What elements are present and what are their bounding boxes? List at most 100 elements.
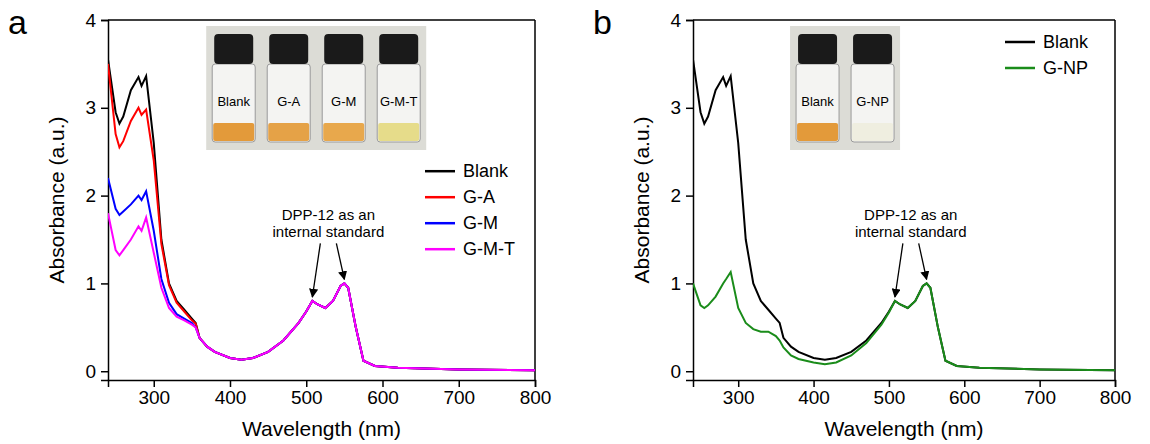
y-tick-label: 2 — [670, 185, 681, 206]
y-tick: 1 — [85, 273, 108, 294]
x-tick: 700 — [1024, 380, 1056, 408]
x-axis-line — [109, 381, 536, 388]
x-axis: 300400500600700800 — [109, 380, 552, 408]
vial-liquid — [213, 123, 254, 141]
vial-cap — [379, 34, 418, 64]
legend-label: Blank — [1043, 32, 1089, 52]
x-tick-label: 500 — [291, 387, 323, 408]
vial-label: Blank — [217, 94, 250, 109]
x-tick-mark — [382, 380, 384, 387]
x-tick-mark — [459, 380, 461, 387]
vial-glass — [267, 64, 310, 142]
legend-swatch — [1005, 67, 1035, 70]
y-tick: 1 — [670, 273, 693, 294]
x-tick-label: 600 — [949, 387, 981, 408]
panel: 30040050060070080001234Wavelength (nm)Ab… — [8, 3, 551, 440]
y-axis-line — [686, 21, 694, 381]
y-tick: 0 — [670, 361, 693, 382]
y-tick-label: 0 — [670, 361, 681, 382]
x-tick-mark — [535, 380, 537, 387]
legend-label: G-A — [463, 187, 495, 207]
y-tick-mark — [101, 283, 108, 285]
y-axis-title: Absorbance (a.u.) — [45, 117, 68, 284]
annotation-arrow — [312, 243, 320, 297]
vial-label: G-M — [331, 94, 356, 109]
x-tick: 800 — [1100, 380, 1132, 408]
x-tick-mark — [1115, 380, 1117, 387]
legend-label: Blank — [463, 161, 509, 181]
y-tick: 3 — [670, 97, 693, 118]
vial-glass — [851, 64, 894, 142]
y-tick-label: 4 — [670, 10, 681, 31]
y-tick-mark — [101, 195, 108, 197]
vial-label: Blank — [801, 94, 834, 109]
y-tick: 4 — [85, 10, 108, 31]
y-tick: 4 — [670, 10, 693, 31]
y-tick-mark — [686, 108, 693, 110]
y-axis: 01234 — [85, 10, 108, 382]
spectrum-line — [108, 178, 535, 370]
x-tick-label: 300 — [723, 387, 755, 408]
x-tick-mark — [154, 380, 156, 387]
y-tick-label: 4 — [85, 10, 96, 31]
legend-swatch — [425, 170, 455, 173]
x-tick: 800 — [520, 380, 552, 408]
x-tick-mark — [964, 380, 966, 387]
y-tick-label: 3 — [670, 97, 681, 118]
vial-label: G-A — [277, 94, 300, 109]
frame-right — [1114, 20, 1116, 380]
panel-label: b — [593, 3, 612, 41]
legend: BlankG-NP — [1005, 32, 1089, 78]
annotation-text: DPP-12 as an — [864, 206, 957, 223]
x-axis-title: Wavelength (nm) — [242, 417, 401, 440]
vial-liquid — [378, 123, 419, 141]
x-axis: 300 400 500 600 700 800 — [694, 380, 1132, 408]
y-tick-mark — [686, 20, 693, 22]
annotation-arrow — [336, 243, 344, 279]
x-tick-mark — [1039, 380, 1041, 387]
x-tick: 500 — [874, 380, 906, 408]
x-tick: 600 — [949, 380, 981, 408]
y-axis: 0 1 2 3 4 — [670, 10, 693, 382]
x-tick-label: 300 — [138, 387, 170, 408]
vial-glass — [322, 64, 365, 142]
inset-background — [206, 26, 426, 150]
frame-top — [693, 19, 1115, 21]
y-tick: 2 — [85, 185, 108, 206]
plot-area — [693, 60, 1115, 371]
x-tick-mark — [813, 380, 815, 387]
vial-glass — [212, 64, 255, 142]
annotation-arrow — [919, 243, 927, 279]
x-tick-mark — [306, 380, 308, 387]
spectrum-line — [693, 272, 1115, 370]
annotation-arrow — [895, 243, 903, 297]
y-tick-mark — [686, 283, 693, 285]
vial-glass — [377, 64, 420, 142]
legend-label: G-M-T — [463, 239, 515, 259]
y-tick: 2 — [670, 185, 693, 206]
x-tick: 400 — [215, 380, 247, 408]
x-tick-label: 400 — [215, 387, 247, 408]
annotation-text: internal standard — [855, 223, 967, 240]
x-tick-label: 600 — [367, 387, 399, 408]
frame-top — [108, 19, 535, 21]
x-tick-label: 800 — [520, 387, 552, 408]
y-tick-label: 1 — [85, 273, 96, 294]
vial-label: G-NP — [856, 94, 889, 109]
spectrum-line — [693, 60, 1115, 371]
x-tick-label: 400 — [798, 387, 830, 408]
vial-liquid — [797, 123, 838, 141]
vial-cap — [269, 34, 308, 64]
x-tick-label: 500 — [874, 387, 906, 408]
legend-swatch — [425, 196, 455, 199]
inset-background — [790, 26, 900, 150]
panel-label: a — [8, 3, 27, 41]
figure: 300 400 500 600 700 800 0 1 2 3 4 Wavelength (nm) Ab… — [0, 0, 1150, 444]
vial-cap — [798, 34, 837, 64]
vial-glass — [796, 64, 839, 142]
y-tick-mark — [686, 371, 693, 373]
x-tick: 400 — [798, 380, 830, 408]
frame-right — [534, 20, 536, 380]
annotation: DPP-12 as aninternal standard — [855, 206, 967, 297]
annotation: DPP-12 as aninternal standard — [272, 206, 384, 297]
